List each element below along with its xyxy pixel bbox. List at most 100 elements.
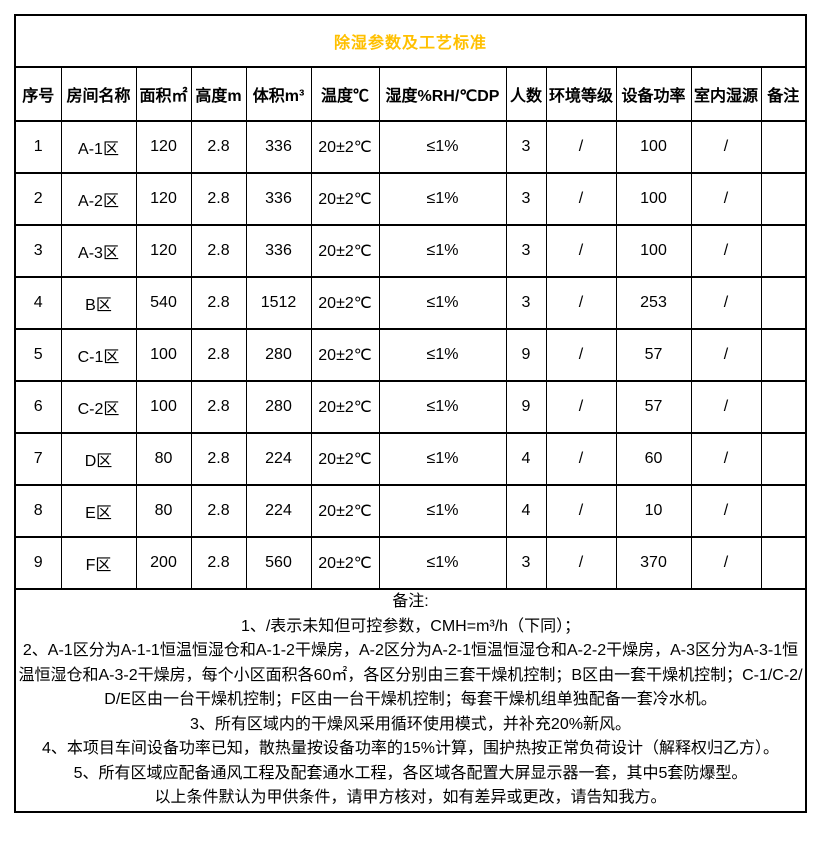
cell-r4-c12 (760, 276, 807, 330)
cell-r7-c9: / (545, 432, 617, 486)
table-row-3: 3 A-3区 120 2.8 336 20±2℃ ≤1% 3/100/ (14, 224, 807, 278)
column-header-4: 高度m (190, 66, 247, 122)
cell-r2-c12 (760, 172, 807, 226)
cell-r7-c6: 20±2℃ (310, 432, 380, 486)
cell-r7-c10: 60 (615, 432, 692, 486)
cell-r2-c1: 2 (14, 172, 62, 226)
cell-r7-c5: 224 (245, 432, 312, 486)
cell-r1-c2: A-1区 (60, 120, 137, 174)
cell-r2-c2: A-2区 (60, 172, 137, 226)
cell-r4-c11: / (690, 276, 762, 330)
cell-r1-c5: 336 (245, 120, 312, 174)
cell-r1-c3: 120 (135, 120, 192, 174)
cell-r9-c5: 560 (245, 536, 312, 590)
cell-r1-c11: / (690, 120, 762, 174)
cell-r7-c4: 2.8 (190, 432, 247, 486)
cell-r3-c12 (760, 224, 807, 278)
notes-row: 备注: 1、/表示未知但可控参数，CMH=m³/h（下同）； 2、A-1区分为A-… (14, 588, 807, 813)
cell-r3-c6: 20±2℃ (310, 224, 380, 278)
column-header-6: 温度℃ (310, 66, 380, 122)
cell-r6-c5: 280 (245, 380, 312, 434)
cell-r6-c1: 6 (14, 380, 62, 434)
column-header-8: 人数 (505, 66, 547, 122)
cell-r9-c2: F区 (60, 536, 137, 590)
cell-r9-c12 (760, 536, 807, 590)
table-row-7: 7 D区 80 2.8 224 20±2℃ ≤1% 4/60/ (14, 432, 807, 486)
cell-r6-c12 (760, 380, 807, 434)
cell-r1-c6: 20±2℃ (310, 120, 380, 174)
cell-r9-c1: 9 (14, 536, 62, 590)
cell-r1-c9: / (545, 120, 617, 174)
cell-r2-c5: 336 (245, 172, 312, 226)
cell-r2-c11: / (690, 172, 762, 226)
cell-r5-c8: 9 (505, 328, 547, 382)
notes-section: 备注: 1、/表示未知但可控参数，CMH=m³/h（下同）； 2、A-1区分为A-… (14, 588, 807, 813)
cell-r7-c2: D区 (60, 432, 137, 486)
cell-r8-c3: 80 (135, 484, 192, 538)
cell-r1-c7: ≤1% (378, 120, 507, 174)
cell-r8-c7: ≤1% (378, 484, 507, 538)
cell-r2-c4: 2.8 (190, 172, 247, 226)
title-row: 除湿参数及工艺标准 (14, 14, 807, 68)
cell-r6-c3: 100 (135, 380, 192, 434)
cell-r2-c10: 100 (615, 172, 692, 226)
column-header-2: 房间名称 (60, 66, 137, 122)
cell-r2-c8: 3 (505, 172, 547, 226)
cell-r9-c11: / (690, 536, 762, 590)
cell-r4-c5: 1512 (245, 276, 312, 330)
cell-r6-c9: / (545, 380, 617, 434)
table-row-2: 2 A-2区 120 2.8 336 20±2℃ ≤1% 3/100/ (14, 172, 807, 226)
cell-r8-c1: 8 (14, 484, 62, 538)
cell-r2-c7: ≤1% (378, 172, 507, 226)
table-row-9: 9 F区 200 2.8 560 20±2℃ ≤1% 3/370/ (14, 536, 807, 590)
note-line-5: 5、所有区域应配备通风工程及配套通水工程，各区域各配置大屏显示器一套，其中5套防… (73, 764, 748, 782)
cell-r3-c2: A-3区 (60, 224, 137, 278)
table-row-8: 8 E区 80 2.8 224 20±2℃ ≤1% 4/10/ (14, 484, 807, 538)
cell-r8-c2: E区 (60, 484, 137, 538)
cell-r2-c9: / (545, 172, 617, 226)
note-line-2: 2、A-1区分为A-1-1恒温恒湿仓和A-1-2干燥房，A-2区分为A-2-1恒… (18, 642, 803, 708)
table-row-1: 1 A-1区 120 2.8 336 20±2℃ ≤1% 3/100/ (14, 120, 807, 174)
cell-r5-c12 (760, 328, 807, 382)
note-line-6: 以上条件默认为甲供条件，请甲方核对，如有差异或更改，请告知我方。 (154, 789, 667, 806)
cell-r5-c3: 100 (135, 328, 192, 382)
cell-r6-c11: / (690, 380, 762, 434)
cell-r3-c8: 3 (505, 224, 547, 278)
cell-r8-c9: / (545, 484, 617, 538)
cell-r8-c8: 4 (505, 484, 547, 538)
cell-r5-c9: / (545, 328, 617, 382)
cell-r5-c10: 57 (615, 328, 692, 382)
cell-r9-c10: 370 (615, 536, 692, 590)
cell-r1-c4: 2.8 (190, 120, 247, 174)
cell-r8-c5: 224 (245, 484, 312, 538)
cell-r3-c3: 120 (135, 224, 192, 278)
cell-r5-c2: C-1区 (60, 328, 137, 382)
cell-r8-c4: 2.8 (190, 484, 247, 538)
cell-r9-c7: ≤1% (378, 536, 507, 590)
cell-r3-c1: 3 (14, 224, 62, 278)
table-row-6: 6 C-2区 100 2.8 280 20±2℃ ≤1% 9/57/ (14, 380, 807, 434)
dehumidification-spec-table: 除湿参数及工艺标准 序号 房间名称 面积㎡ 高度m 体积m³ 温度℃ 湿度%RH/℃DP 人数… (14, 14, 808, 813)
notes-lines: 1、/表示未知但可控参数，CMH=m³/h（下同）； 2、A-1区分为A-1-1恒… (18, 615, 803, 810)
cell-r6-c7: ≤1% (378, 380, 507, 434)
cell-r4-c1: 4 (14, 276, 62, 330)
cell-r9-c6: 20±2℃ (310, 536, 380, 590)
cell-r4-c6: 20±2℃ (310, 276, 380, 330)
cell-r8-c11: / (690, 484, 762, 538)
cell-r3-c5: 336 (245, 224, 312, 278)
column-header-5: 体积m³ (245, 66, 312, 122)
cell-r7-c11: / (690, 432, 762, 486)
cell-r1-c8: 3 (505, 120, 547, 174)
cell-r3-c11: / (690, 224, 762, 278)
column-header-7: 湿度%RH/℃DP (378, 66, 507, 122)
table-row-5: 5 C-1区 100 2.8 280 20±2℃ ≤1% 9/57/ (14, 328, 807, 382)
column-header-11: 室内湿源 (690, 66, 762, 122)
cell-r8-c10: 10 (615, 484, 692, 538)
cell-r3-c10: 100 (615, 224, 692, 278)
cell-r6-c4: 2.8 (190, 380, 247, 434)
notes-heading: 备注: (392, 593, 429, 610)
table-row-4: 4 B区 540 2.8 1512 20±2℃ ≤1% 3/253/ (14, 276, 807, 330)
column-header-3: 面积㎡ (135, 66, 192, 122)
cell-r8-c12 (760, 484, 807, 538)
column-header-12: 备注 (760, 66, 807, 122)
